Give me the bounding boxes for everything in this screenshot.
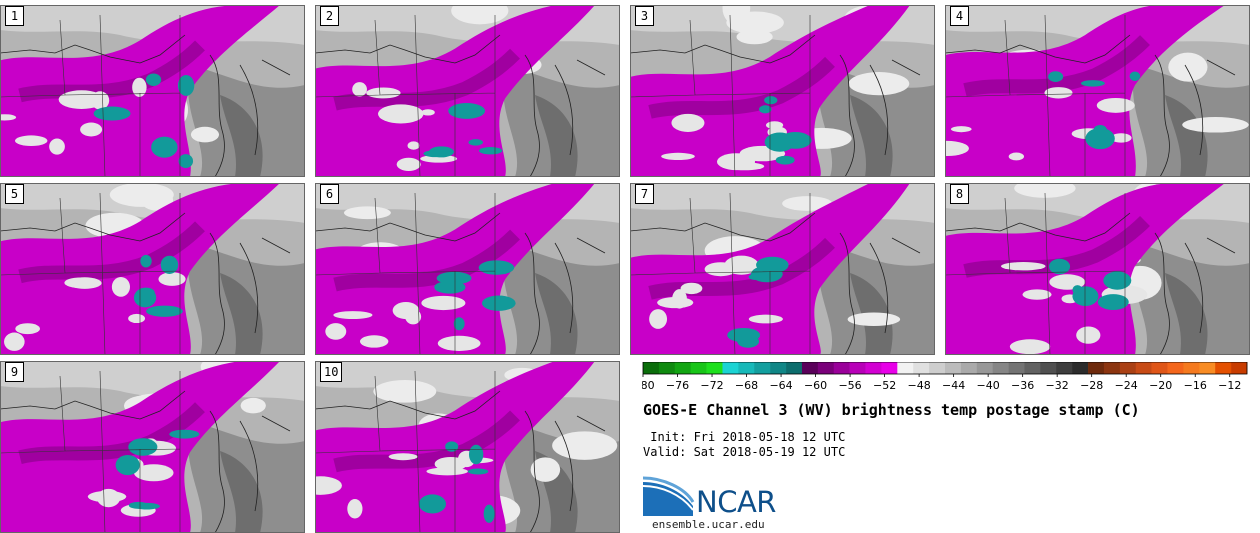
postage-stamp-panel-5: 5: [0, 183, 305, 355]
colorbar-bin: [1008, 362, 1025, 374]
colorbar-bin: [929, 362, 946, 374]
colorbar-bin: [1040, 362, 1057, 374]
colorbar-bin: [1231, 362, 1248, 374]
init-time: Init: Fri 2018-05-18 12 UTC: [643, 430, 846, 444]
colorbar-bin: [770, 362, 787, 374]
water-vapor-map: [315, 361, 620, 533]
postage-stamp-panel-4: 4: [945, 5, 1250, 177]
postage-stamp-panel-7: 7: [630, 183, 935, 355]
panel-label: 6: [320, 184, 339, 204]
colorbar-bin: [786, 362, 803, 374]
colorbar-bin: [817, 362, 835, 374]
panel-label: 8: [950, 184, 969, 204]
colorbar-bin: [706, 362, 723, 374]
postage-stamp-panel-9: 9: [0, 361, 305, 533]
ncar-logo-text: NCAR: [696, 485, 776, 519]
panel-label: 5: [5, 184, 24, 204]
colorbar-bin: [801, 362, 819, 374]
colorbar-tick-label: −28: [1080, 379, 1103, 392]
colorbar-bin: [674, 362, 691, 374]
colorbar-bin: [945, 362, 962, 374]
postage-stamp-panel-8: 8: [945, 183, 1250, 355]
colorbar-tick-label: −12: [1218, 379, 1241, 392]
colorbar-bin: [722, 362, 739, 374]
colorbar-bin: [833, 362, 850, 374]
site-url: ensemble.ucar.edu: [652, 518, 765, 531]
colorbar-bin: [690, 362, 707, 374]
water-vapor-map: [315, 5, 620, 177]
colorbar-bin: [865, 362, 882, 374]
water-vapor-map: [0, 5, 305, 177]
colorbar-bin: [1103, 362, 1121, 374]
colorbar-tick-label: −64: [769, 379, 792, 392]
colorbar: −80−76−72−68−64−60−56−52−48−44−40−36−32−…: [642, 362, 1248, 392]
colorbar-bin: [1024, 362, 1041, 374]
colorbar-bin: [1151, 362, 1168, 374]
panel-label: 7: [635, 184, 654, 204]
colorbar-bin: [1072, 362, 1089, 374]
colorbar-tick-label: −80: [642, 379, 655, 392]
colorbar-bin: [754, 362, 771, 374]
colorbar-bin: [881, 362, 898, 374]
colorbar-tick-label: −68: [735, 379, 758, 392]
colorbar-bin: [738, 362, 755, 374]
colorbar-bin: [1183, 362, 1200, 374]
colorbar-tick-label: −24: [1115, 379, 1138, 392]
colorbar-bin: [1215, 362, 1232, 374]
colorbar-bin: [1199, 362, 1216, 374]
colorbar-bin: [1056, 362, 1073, 374]
colorbar-bin: [643, 362, 660, 374]
ncar-logo-icon: [642, 476, 695, 516]
postage-stamp-panel-2: 2: [315, 5, 620, 177]
chart-title: GOES-E Channel 3 (WV) brightness temp po…: [643, 401, 1140, 419]
colorbar-bin: [1088, 362, 1105, 374]
water-vapor-map: [945, 5, 1250, 177]
panel-label: 10: [320, 362, 343, 382]
colorbar-tick-label: −76: [666, 379, 689, 392]
water-vapor-map: [0, 361, 305, 533]
colorbar-tick-label: −60: [804, 379, 827, 392]
valid-time: Valid: Sat 2018-05-19 12 UTC: [643, 445, 846, 459]
colorbar-tick-label: −16: [1184, 379, 1207, 392]
colorbar-tick-label: −36: [1011, 379, 1034, 392]
colorbar-tick-label: −56: [838, 379, 861, 392]
colorbar-bin: [1135, 362, 1152, 374]
colorbar-bin: [658, 362, 676, 374]
water-vapor-map: [630, 5, 935, 177]
colorbar-bin: [976, 362, 993, 374]
water-vapor-map: [630, 183, 935, 355]
colorbar-bin: [1119, 362, 1137, 374]
colorbar-tick-label: −40: [977, 379, 1000, 392]
postage-stamp-panel-6: 6: [315, 183, 620, 355]
postage-stamp-panel-3: 3: [630, 5, 935, 177]
water-vapor-map: [315, 183, 620, 355]
postage-stamp-panel-10: 10: [315, 361, 620, 533]
colorbar-tick-label: −20: [1149, 379, 1172, 392]
postage-stamp-panel-1: 1: [0, 5, 305, 177]
panel-label: 4: [950, 6, 969, 26]
water-vapor-map: [0, 183, 305, 355]
panel-label: 9: [5, 362, 24, 382]
colorbar-bin: [913, 362, 930, 374]
colorbar-bin: [960, 362, 978, 374]
colorbar-bin: [1167, 362, 1184, 374]
panel-label: 1: [5, 6, 24, 26]
colorbar-tick-label: −48: [908, 379, 931, 392]
colorbar-bin: [849, 362, 866, 374]
colorbar-tick-label: −32: [1046, 379, 1069, 392]
colorbar-bin: [897, 362, 914, 374]
panel-label: 3: [635, 6, 654, 26]
colorbar-bin: [992, 362, 1009, 374]
colorbar-tick-label: −72: [700, 379, 723, 392]
panel-label: 2: [320, 6, 339, 26]
colorbar-tick-label: −52: [873, 379, 896, 392]
water-vapor-map: [945, 183, 1250, 355]
colorbar-tick-label: −44: [942, 379, 965, 392]
